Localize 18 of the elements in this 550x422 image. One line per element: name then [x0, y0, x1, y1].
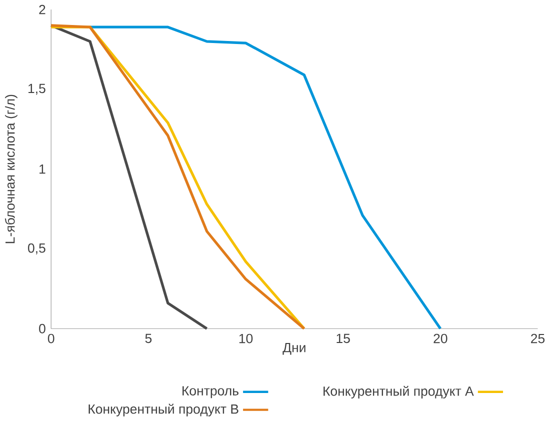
legend-label: Конкурентный продукт A [324, 386, 474, 399]
x-tick-label: 20 [434, 334, 448, 344]
y-tick-label: 1,5 [28, 84, 46, 95]
y-tick-label: 1 [40, 164, 46, 174]
x-axis-title: Дни [282, 343, 306, 355]
line-series [50, 24, 208, 330]
x-tick-label: 25 [531, 334, 545, 344]
x-tick-label: 10 [239, 334, 253, 344]
y-tick-label: 0,5 [28, 244, 46, 254]
y-tick-label: 2 [39, 5, 46, 14]
x-tick-label: 0 [48, 334, 54, 344]
x-tick-label: 15 [336, 334, 350, 344]
y-axis-title: L-яблочная кислота (г/л) [4, 94, 18, 244]
legend-label: Контроль [182, 386, 238, 398]
legend-label: Конкурентный продукт B [88, 404, 238, 417]
line-series [88, 26, 442, 330]
y-tick-label: 0 [39, 324, 46, 334]
x-tick-label: 5 [145, 334, 152, 344]
